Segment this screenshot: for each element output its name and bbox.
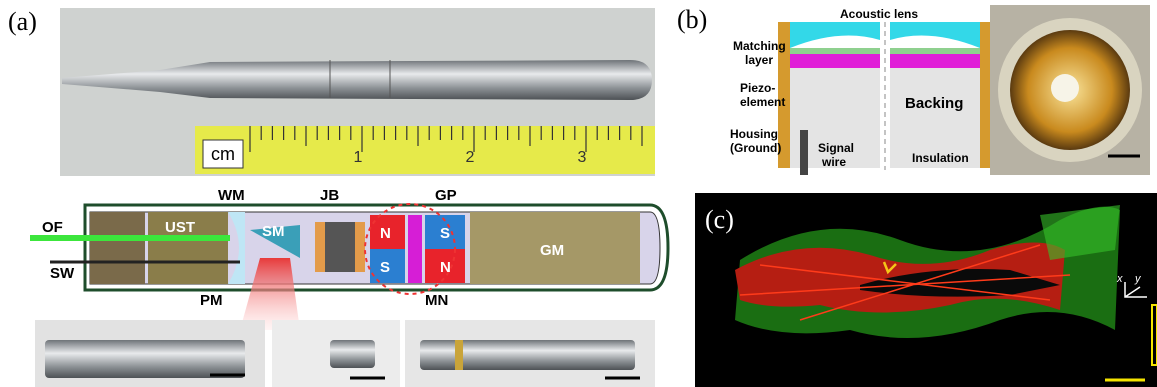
ruler-number: 3	[578, 149, 587, 166]
transducer-diagram-shape	[790, 22, 880, 48]
diagram-label: MN	[425, 292, 448, 309]
axis-label: x	[1116, 273, 1123, 285]
panel-label: (c)	[705, 205, 734, 234]
diagram-label: element	[740, 95, 785, 109]
probe-diagram-shape	[325, 222, 355, 272]
diagram-label: PM	[200, 292, 223, 309]
diagram-label: wire	[821, 155, 846, 169]
diagram-label: GM	[540, 242, 564, 259]
volume-image	[695, 193, 1157, 387]
transducer-diagram-shape	[790, 48, 880, 54]
probe-diagram	[30, 204, 668, 330]
component-photos	[35, 320, 655, 387]
figure: (a) cm 1 2 3 OF SW WM UST SM JB GP N S S…	[0, 0, 1157, 387]
diagram-label: (Ground)	[730, 141, 781, 155]
diagram-label: layer	[745, 53, 773, 67]
ruler-unit: cm	[211, 144, 235, 164]
component-photos-shape	[420, 340, 635, 370]
diagram-label: Housing	[730, 127, 778, 141]
diagram-label: SM	[262, 223, 285, 240]
diagram-label: WM	[218, 187, 245, 204]
diagram-label: UST	[165, 219, 195, 236]
ruler-number: 1	[354, 149, 363, 166]
diagram-label: GP	[435, 187, 457, 204]
panel-label: (b)	[677, 5, 707, 34]
probe-diagram-shape	[90, 212, 145, 284]
transducer-photo-shape	[1051, 74, 1079, 102]
diagram-label: Insulation	[912, 151, 969, 165]
probe-diagram-shape	[408, 215, 422, 283]
transducer-photo	[990, 5, 1150, 175]
component-photos-shape	[455, 340, 463, 370]
panel-label: (a)	[8, 7, 37, 36]
diagram-label: S	[380, 259, 390, 276]
diagram-label: JB	[320, 187, 339, 204]
diagram-label: N	[380, 225, 391, 242]
transducer-diagram-shape	[800, 130, 808, 175]
ruler-number: 2	[466, 149, 475, 166]
transducer-diagram-shape	[890, 48, 980, 54]
diagram-label: Acoustic lens	[840, 7, 918, 21]
diagram-label: N	[440, 259, 451, 276]
diagram-label: SW	[50, 265, 75, 282]
diagram-label: OF	[42, 219, 63, 236]
diagram-label: Backing	[905, 95, 963, 112]
transducer-diagram-shape	[890, 22, 980, 48]
diagram-label: Piezo-	[740, 81, 775, 95]
diagram-label: S	[440, 225, 450, 242]
transducer-diagram-shape	[790, 54, 880, 68]
component-photos-shape	[330, 340, 375, 368]
diagram-label: Matching	[733, 39, 786, 53]
diagram-label: Signal	[818, 141, 854, 155]
transducer-diagram-shape	[890, 54, 980, 68]
component-photos-shape	[45, 340, 245, 378]
